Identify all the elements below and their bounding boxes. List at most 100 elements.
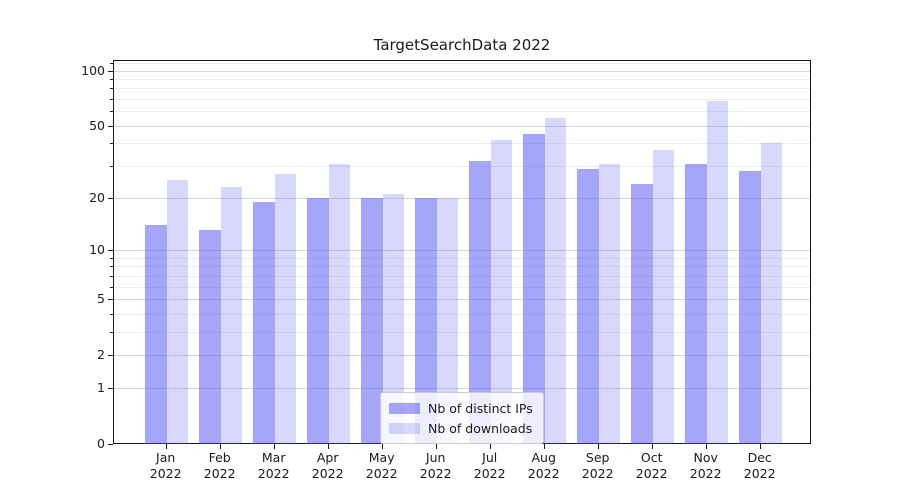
x-tick-label-nov: Nov 2022 bbox=[689, 450, 722, 481]
legend-swatch-downloads bbox=[389, 422, 420, 434]
y-minor-tick-mark-7 bbox=[110, 275, 113, 277]
x-tick-mark-dec bbox=[759, 444, 761, 449]
y-tick-label-1: 1 bbox=[97, 379, 105, 395]
bar-downloads-oct bbox=[652, 149, 675, 444]
y-tick-mark-20 bbox=[108, 197, 113, 199]
gridline-1 bbox=[114, 387, 810, 389]
gridline-50 bbox=[114, 125, 810, 127]
bar-downloads-nov bbox=[706, 101, 729, 444]
y-minor-tick-mark-110 bbox=[110, 62, 113, 64]
gridline-90 bbox=[114, 78, 810, 80]
gridline-20 bbox=[114, 197, 810, 199]
y-minor-tick-mark-90 bbox=[110, 78, 113, 80]
gridline-100 bbox=[114, 70, 810, 72]
x-tick-label-dec: Dec 2022 bbox=[743, 450, 776, 481]
bar-ips-mar bbox=[253, 201, 275, 444]
legend-swatch-ips bbox=[389, 402, 420, 414]
bar-ips-sep bbox=[577, 168, 599, 444]
bar-downloads-aug bbox=[544, 118, 567, 444]
x-tick-label-jul: Jul 2022 bbox=[473, 450, 506, 481]
bar-downloads-jun bbox=[436, 197, 459, 444]
y-minor-tick-mark-30 bbox=[110, 166, 113, 168]
x-tick-mark-jan bbox=[165, 444, 167, 449]
bar-ips-jun bbox=[415, 197, 437, 444]
x-tick-mark-feb bbox=[219, 444, 221, 449]
y-tick-mark-0 bbox=[108, 444, 113, 445]
bar-ips-oct bbox=[631, 183, 653, 444]
x-tick-mark-aug bbox=[543, 444, 545, 449]
bar-ips-dec bbox=[739, 171, 761, 444]
gridline-9 bbox=[114, 257, 810, 259]
y-tick-label-0: 0 bbox=[97, 436, 105, 451]
bar-downloads-apr bbox=[328, 163, 351, 444]
legend-row-downloads: Nb of downloads bbox=[389, 418, 535, 438]
chart-title: TargetSearchData 2022 bbox=[373, 36, 551, 54]
y-minor-tick-mark-70 bbox=[110, 99, 113, 101]
x-tick-mark-may bbox=[381, 444, 383, 449]
y-tick-label-100: 100 bbox=[81, 62, 105, 78]
x-tick-mark-apr bbox=[327, 444, 329, 449]
gridline-40 bbox=[114, 143, 810, 145]
gridline-7 bbox=[114, 275, 810, 277]
y-tick-label-20: 20 bbox=[89, 189, 105, 205]
x-tick-label-may: May 2022 bbox=[365, 450, 398, 481]
y-tick-label-50: 50 bbox=[89, 117, 105, 133]
x-tick-label-aug: Aug 2022 bbox=[527, 450, 560, 481]
legend-label-ips: Nb of distinct IPs bbox=[428, 400, 533, 416]
y-tick-label-2: 2 bbox=[97, 347, 105, 363]
gridline-8 bbox=[114, 266, 810, 268]
y-tick-mark-2 bbox=[108, 355, 113, 357]
legend-row-ips: Nb of distinct IPs bbox=[389, 398, 535, 418]
gridline-80 bbox=[114, 88, 810, 90]
plot-area bbox=[113, 60, 811, 444]
gridline-2 bbox=[114, 355, 810, 357]
y-tick-label-5: 5 bbox=[97, 290, 105, 306]
gridline-5 bbox=[114, 298, 810, 300]
y-minor-tick-mark-9 bbox=[110, 257, 113, 259]
bar-downloads-sep bbox=[598, 163, 621, 444]
y-tick-mark-1 bbox=[108, 387, 113, 389]
bar-downloads-feb bbox=[220, 186, 243, 444]
x-tick-label-sep: Sep 2022 bbox=[581, 450, 614, 481]
y-minor-tick-mark-40 bbox=[110, 143, 113, 145]
y-minor-tick-mark-4 bbox=[110, 313, 113, 315]
x-tick-label-mar: Mar 2022 bbox=[257, 450, 290, 481]
x-tick-mark-nov bbox=[705, 444, 707, 449]
y-minor-tick-mark-6 bbox=[110, 286, 113, 288]
x-tick-mark-jun bbox=[435, 444, 437, 449]
x-tick-mark-mar bbox=[273, 444, 275, 449]
y-tick-label-10: 10 bbox=[89, 241, 105, 257]
y-tick-mark-10 bbox=[108, 249, 113, 251]
gridline-30 bbox=[114, 166, 810, 168]
x-tick-mark-oct bbox=[651, 444, 653, 449]
x-tick-label-jun: Jun 2022 bbox=[419, 450, 452, 481]
gridline-10 bbox=[114, 249, 810, 251]
x-tick-mark-jul bbox=[489, 444, 491, 449]
bar-ips-aug bbox=[523, 134, 545, 444]
gridline-60 bbox=[114, 111, 810, 113]
gridline-6 bbox=[114, 286, 810, 288]
bar-ips-apr bbox=[307, 197, 329, 444]
x-tick-mark-sep bbox=[597, 444, 599, 449]
bar-ips-nov bbox=[685, 163, 707, 444]
x-tick-label-jan: Jan 2022 bbox=[149, 450, 182, 481]
y-minor-tick-mark-80 bbox=[110, 88, 113, 90]
y-tick-mark-50 bbox=[108, 125, 113, 127]
legend: Nb of distinct IPs Nb of downloads bbox=[380, 392, 544, 444]
bar-ips-may bbox=[361, 197, 383, 444]
x-tick-label-oct: Oct 2022 bbox=[635, 450, 668, 481]
legend-label-downloads: Nb of downloads bbox=[428, 420, 533, 436]
bar-downloads-dec bbox=[760, 143, 783, 444]
gridline-3 bbox=[114, 331, 810, 333]
bar-downloads-mar bbox=[274, 174, 297, 444]
bar-downloads-jan bbox=[166, 180, 189, 444]
y-minor-tick-mark-3 bbox=[110, 331, 113, 333]
y-minor-tick-mark-60 bbox=[110, 111, 113, 113]
x-tick-label-apr: Apr 2022 bbox=[311, 450, 344, 481]
x-tick-label-feb: Feb 2022 bbox=[203, 450, 236, 481]
y-tick-mark-5 bbox=[108, 298, 113, 300]
gridline-70 bbox=[114, 99, 810, 101]
gridline-110 bbox=[114, 62, 810, 64]
bar-ips-jan bbox=[145, 224, 167, 444]
